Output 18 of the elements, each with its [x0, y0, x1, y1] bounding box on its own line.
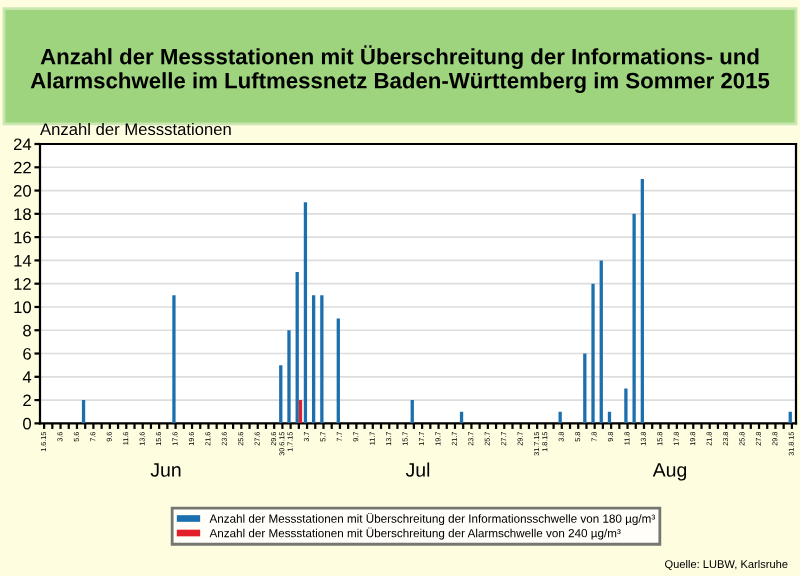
- y-tick-label: 14: [14, 254, 32, 267]
- y-tick-label: 18: [14, 208, 31, 221]
- y-tick-label: 20: [13, 184, 32, 197]
- y-tick-label: 6: [23, 347, 31, 360]
- y-tick-label: 10: [14, 301, 32, 314]
- y-axis-title: Anzahl der Messstationen: [40, 122, 231, 136]
- text: Aug: [652, 463, 687, 481]
- y-tick-label: 12: [14, 278, 31, 290]
- y-tick-label: 4: [22, 371, 32, 383]
- y-tick-label: 16: [14, 231, 31, 244]
- y-tick-label: 24: [13, 138, 32, 151]
- y-tick-label: 0: [23, 417, 32, 430]
- y-tick-label: 8: [23, 324, 31, 337]
- chart-title: Anzahl der Messstationen mit Überschreitung der Informations- und Alarmschwelle im Luftmessnetz Baden-Württemberg im Sommer 2015: [30, 45, 770, 93]
- text: Jul: [405, 462, 430, 477]
- text: Jun: [150, 463, 181, 477]
- y-tick-label: 2: [23, 394, 31, 407]
- y-tick-label: 22: [13, 161, 31, 174]
